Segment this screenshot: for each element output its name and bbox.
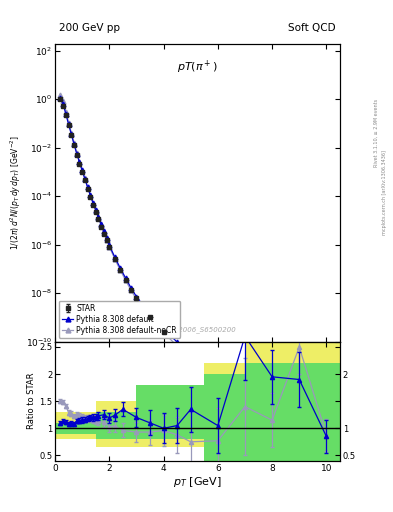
Pythia 8.308 default-noCR <box>96 215 101 221</box>
Pythia 8.308 default <box>99 221 103 227</box>
Pythia 8.308 default <box>80 167 84 174</box>
Line: Pythia 8.308 default: Pythia 8.308 default <box>58 96 302 427</box>
Legend: STAR, Pythia 8.308 default, Pythia 8.308 default-noCR: STAR, Pythia 8.308 default, Pythia 8.308… <box>59 301 180 338</box>
Pythia 8.308 default-noCR <box>242 391 247 397</box>
Pythia 8.308 default <box>270 402 274 408</box>
Pythia 8.308 default <box>66 121 71 127</box>
X-axis label: $p_T$ [GeV]: $p_T$ [GeV] <box>173 475 222 489</box>
Pythia 8.308 default <box>107 242 112 248</box>
Pythia 8.308 default <box>161 326 166 332</box>
Pythia 8.308 default <box>74 151 79 157</box>
Pythia 8.308 default-noCR <box>74 150 79 156</box>
Pythia 8.308 default-noCR <box>99 222 103 228</box>
Line: Pythia 8.308 default-noCR: Pythia 8.308 default-noCR <box>58 93 302 431</box>
Text: 200 GeV pp: 200 GeV pp <box>59 23 120 33</box>
Pythia 8.308 default <box>104 236 109 242</box>
Pythia 8.308 default-noCR <box>61 98 66 104</box>
Pythia 8.308 default <box>101 228 106 234</box>
Text: Rivet 3.1.10, ≥ 2.9M events: Rivet 3.1.10, ≥ 2.9M events <box>374 99 379 167</box>
Pythia 8.308 default-noCR <box>270 409 274 415</box>
Pythia 8.308 default-noCR <box>64 109 68 115</box>
Y-axis label: Ratio to STAR: Ratio to STAR <box>28 373 36 430</box>
Pythia 8.308 default <box>94 207 98 213</box>
Pythia 8.308 default <box>96 214 101 220</box>
Pythia 8.308 default-noCR <box>88 192 93 198</box>
Text: $pT(\pi^+)$: $pT(\pi^+)$ <box>177 58 218 76</box>
Pythia 8.308 default <box>297 421 301 428</box>
Pythia 8.308 default-noCR <box>83 176 87 182</box>
Pythia 8.308 default-noCR <box>80 167 84 173</box>
Pythia 8.308 default-noCR <box>161 329 166 335</box>
Pythia 8.308 default-noCR <box>134 296 139 302</box>
Pythia 8.308 default <box>118 265 123 271</box>
Pythia 8.308 default <box>61 101 66 108</box>
Pythia 8.308 default <box>188 352 193 358</box>
Pythia 8.308 default <box>69 131 73 137</box>
Pythia 8.308 default <box>175 339 180 345</box>
Pythia 8.308 default <box>129 285 133 291</box>
Pythia 8.308 default-noCR <box>66 119 71 125</box>
Pythia 8.308 default-noCR <box>175 343 180 349</box>
Pythia 8.308 default-noCR <box>112 256 117 262</box>
Pythia 8.308 default <box>148 311 152 317</box>
Text: mcplots.cern.ch [arXiv:1306.3436]: mcplots.cern.ch [arXiv:1306.3436] <box>382 150 387 235</box>
Pythia 8.308 default <box>72 141 76 147</box>
Pythia 8.308 default <box>88 192 93 198</box>
Text: Soft QCD: Soft QCD <box>288 23 336 33</box>
Pythia 8.308 default-noCR <box>107 244 112 250</box>
Pythia 8.308 default-noCR <box>85 184 90 190</box>
Pythia 8.308 default <box>112 254 117 260</box>
Pythia 8.308 default-noCR <box>101 230 106 236</box>
Pythia 8.308 default <box>64 111 68 117</box>
Pythia 8.308 default-noCR <box>123 277 128 283</box>
Pythia 8.308 default-noCR <box>72 140 76 146</box>
Pythia 8.308 default-noCR <box>104 237 109 243</box>
Pythia 8.308 default-noCR <box>148 315 152 321</box>
Pythia 8.308 default-noCR <box>188 356 193 362</box>
Pythia 8.308 default <box>242 384 247 390</box>
Text: STAR_2006_S6500200: STAR_2006_S6500200 <box>158 326 237 333</box>
Pythia 8.308 default <box>58 95 63 101</box>
Pythia 8.308 default-noCR <box>129 287 133 293</box>
Pythia 8.308 default-noCR <box>297 426 301 432</box>
Pythia 8.308 default-noCR <box>69 130 73 136</box>
Pythia 8.308 default <box>123 275 128 281</box>
Pythia 8.308 default-noCR <box>91 200 95 206</box>
Pythia 8.308 default-noCR <box>58 92 63 98</box>
Pythia 8.308 default-noCR <box>215 377 220 383</box>
Pythia 8.308 default <box>91 200 95 206</box>
Pythia 8.308 default <box>215 372 220 378</box>
Pythia 8.308 default <box>83 176 87 182</box>
Pythia 8.308 default-noCR <box>118 267 123 273</box>
Pythia 8.308 default <box>85 184 90 190</box>
Y-axis label: $1/(2\pi)\,d^2N/(p_T\,dy\,dp_T)$ [GeV$^{-2}$]: $1/(2\pi)\,d^2N/(p_T\,dy\,dp_T)$ [GeV$^{… <box>9 135 23 250</box>
Pythia 8.308 default-noCR <box>77 158 82 164</box>
Pythia 8.308 default <box>134 293 139 300</box>
Pythia 8.308 default-noCR <box>94 208 98 214</box>
Pythia 8.308 default <box>77 159 82 165</box>
